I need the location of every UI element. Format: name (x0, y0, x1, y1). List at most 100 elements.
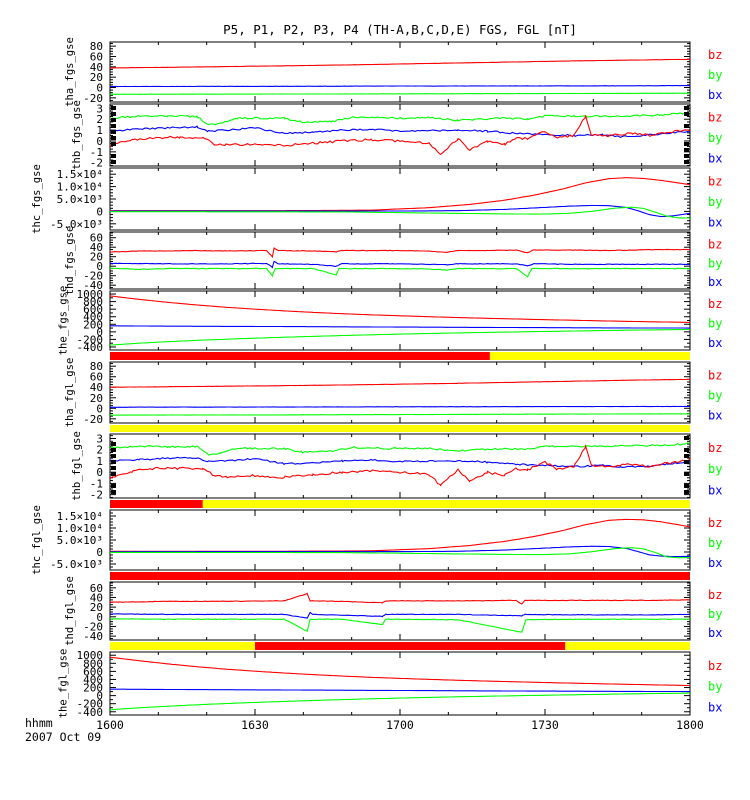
y-tick-label: 600 (83, 303, 103, 316)
legend-label-bz-thd_fgl_gse: bz (708, 588, 722, 602)
series-thc_fgs_gse-bx (110, 204, 690, 218)
y-tick-label: 1 (96, 455, 103, 468)
y-tick-label: 0 (96, 205, 103, 218)
panel-ylabel-thb_fgl_gse: thb_fgl_gse (71, 431, 83, 501)
legend-label-bx-thc_fgs_gse: bx (708, 216, 722, 230)
y-tick-label: 800 (83, 296, 103, 309)
chart-title: P5, P1, P2, P3, P4 (TH-A,B,C,D,E) FGS, F… (223, 22, 577, 37)
y-tick-label: 0 (96, 402, 103, 415)
legend-label-by-the_fgs_gse: by (708, 316, 722, 330)
y-tick-label: 200 (83, 682, 103, 695)
y-tick-label: -1 (90, 477, 103, 490)
burst-marker-left (111, 442, 116, 446)
y-tick-label: 60 (90, 582, 103, 595)
series-thb_fgl_gse-bz (110, 444, 690, 487)
quality-bar-segment (255, 642, 566, 650)
series-thc_fgl_gse-bx (110, 545, 690, 558)
y-tick-label: 800 (83, 657, 103, 670)
panel-ylabel-thc_fgs_gse: thc_fgs_gse (31, 164, 43, 234)
burst-marker-right (684, 460, 689, 464)
burst-marker-right (684, 448, 689, 452)
y-tick-label: 1000 (77, 649, 104, 662)
y-tick-label: 60 (90, 232, 103, 245)
quality-bar-segment (489, 352, 690, 360)
quality-bar-segment (110, 572, 690, 580)
y-tick-label: -2 (90, 157, 103, 170)
legend-label-bz-tha_fgs_gse: bz (708, 48, 722, 62)
y-tick-label: -200 (77, 698, 104, 711)
quality-bar-segment (110, 352, 490, 360)
legend-label-by-the_fgl_gse: by (708, 680, 722, 694)
y-tick-label: 1.0×10⁴ (57, 181, 103, 194)
y-tick-label: 0 (96, 326, 103, 339)
legend-label-bx-tha_fgs_gse: bx (708, 88, 722, 102)
legend-label-by-thd_fgl_gse: by (708, 607, 722, 621)
quality-bar-thc_fgl_gse (110, 572, 690, 580)
legend-label-bz-the_fgs_gse: bz (708, 297, 722, 311)
quality-bar-segment (110, 642, 255, 650)
series-the_fgl_gse-bz (110, 656, 690, 687)
quality-bar-segment (110, 500, 203, 508)
x-tick-label: 1730 (531, 718, 559, 732)
series-thb_fgs_gse-bz (110, 115, 690, 156)
series-thd_fgs_gse-by (110, 267, 690, 279)
y-tick-label: -20 (83, 620, 103, 633)
legend-label-by-thb_fgs_gse: by (708, 131, 722, 145)
burst-marker-right (684, 154, 689, 158)
panel-frame (109, 167, 691, 231)
y-tick-label: 0 (96, 466, 103, 479)
series-the_fgs_gse-bx (110, 325, 690, 329)
panel-frame (109, 509, 691, 571)
x-axis-labels: 1600 1630 1700 1730 1800 (96, 718, 704, 732)
y-tick-label: -200 (77, 333, 104, 346)
series-thd_fgs_gse-bz (110, 247, 690, 259)
burst-marker-left (111, 472, 116, 476)
y-tick-label: 0 (96, 82, 103, 95)
panel-ylabel-thc_fgl_gse: thc_fgl_gse (31, 505, 43, 575)
legend-label-bx-the_fgl_gse: bx (708, 700, 722, 714)
y-tick-label: 0 (96, 260, 103, 273)
panel-frame (109, 581, 691, 641)
legend-label-bz-thc_fgl_gse: bz (708, 516, 722, 530)
legend-label-bz-thd_fgs_gse: bz (708, 238, 722, 252)
quality-bar-segment (202, 500, 691, 508)
y-tick-label: 0 (96, 546, 103, 559)
y-tick-label: -1 (90, 146, 103, 159)
series-thd_fgl_gse-bz (110, 592, 690, 605)
panel-ylabel-thd_fgs_gse: thd_fgs_gse (64, 226, 76, 296)
series-tha_fgs_gse-bx (110, 85, 690, 88)
legend-label-bz-thb_fgl_gse: bz (708, 441, 722, 455)
panel-ylabel-the_fgs_gse: the_fgs_gse (58, 286, 70, 356)
y-tick-label: 1 (96, 124, 103, 137)
panel-frame (109, 231, 691, 290)
y-tick-label: -400 (77, 706, 104, 719)
panel-ylabel-tha_fgs_gse: tha_fgs_gse (64, 37, 76, 107)
y-tick-label: 60 (90, 371, 103, 384)
series-thd_fgl_gse-by (110, 618, 690, 633)
y-tick-label: 60 (90, 50, 103, 63)
date-label: 2007 Oct 09 (25, 730, 102, 744)
series-tha_fgl_gse-bx (110, 405, 690, 408)
burst-marker-right (684, 484, 689, 488)
series-the_fgs_gse-bz (110, 295, 690, 323)
legend-label-bx-thb_fgs_gse: bx (708, 152, 722, 166)
burst-marker-right (684, 148, 689, 152)
legend-label-bz-thb_fgs_gse: bz (708, 111, 722, 125)
y-tick-label: 3 (96, 102, 103, 115)
y-tick-label: 0 (96, 611, 103, 624)
legend-label-by-thc_fgl_gse: by (708, 536, 722, 550)
legend-label-by-thd_fgs_gse: by (708, 256, 722, 270)
burst-marker-left (111, 112, 116, 116)
quality-bar-the_fgs_gse (110, 352, 690, 360)
y-tick-label: -40 (83, 630, 103, 643)
y-tick-label: 1.5×10⁴ (57, 510, 103, 523)
y-tick-label: 20 (90, 251, 103, 264)
series-thb_fgs_gse-by (110, 111, 690, 126)
